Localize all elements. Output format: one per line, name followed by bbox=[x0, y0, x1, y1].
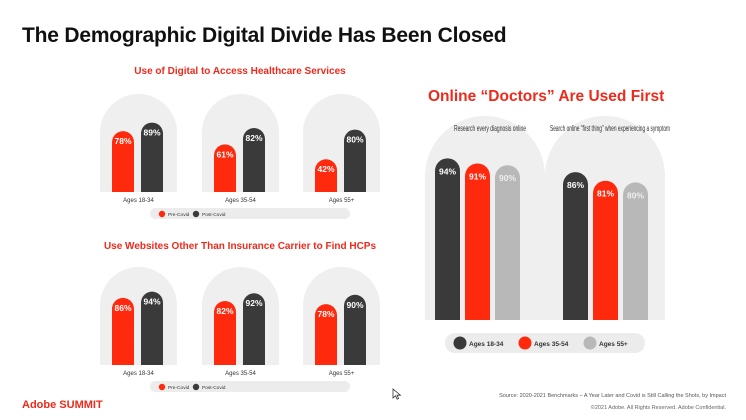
bar-value-label: 86% bbox=[114, 303, 131, 313]
right-chart-title: Online “Doctors” Are Used First bbox=[428, 88, 665, 105]
bar bbox=[243, 293, 265, 365]
bar-value-label: 91% bbox=[469, 171, 486, 181]
chart2-title: Use Websites Other Than Insurance Carrie… bbox=[103, 241, 377, 252]
bar-value-label: 78% bbox=[317, 309, 334, 319]
chart-find-hcps: 86% 94% Ages 18-34 82% 92% Ages 35-54 78% 90% Ag… bbox=[100, 267, 380, 392]
legend-label: Pre-Covid bbox=[168, 385, 190, 391]
bar bbox=[214, 301, 236, 365]
arch-background bbox=[202, 267, 279, 365]
page-title: The Demographic Digital Divide Has Been … bbox=[22, 24, 507, 47]
footer-source: Source: 2020-2021 Benchmarks – A Year La… bbox=[499, 393, 726, 399]
bar bbox=[465, 163, 490, 320]
legend-marker bbox=[158, 210, 166, 218]
category-label: Ages 35-54 bbox=[225, 198, 256, 204]
category-label: Ages 18-34 bbox=[123, 198, 154, 204]
legend-label: Post-Covid bbox=[202, 385, 226, 391]
chart-online-doctors: Research every diagnosis online 94% 91% 90%… bbox=[425, 116, 670, 353]
bar bbox=[112, 297, 134, 365]
bar-value-label: 81% bbox=[597, 189, 614, 199]
category-label: Ages 55+ bbox=[329, 198, 355, 204]
mouse-cursor-icon bbox=[392, 388, 402, 400]
legend-marker bbox=[192, 383, 200, 391]
bar bbox=[315, 159, 337, 192]
category-label: Research every diagnosis online bbox=[454, 124, 526, 133]
bar-value-label: 90% bbox=[499, 173, 516, 183]
footer-copyright: ©2021 Adobe. All Rights Reserved. Adobe … bbox=[590, 405, 726, 411]
bar-value-label: 61% bbox=[216, 149, 233, 159]
bar bbox=[344, 129, 366, 192]
bar-value-label: 80% bbox=[346, 135, 363, 145]
legend-bar bbox=[445, 333, 645, 353]
bar-value-label: 82% bbox=[216, 306, 233, 316]
arch-background bbox=[202, 94, 279, 192]
bar-value-label: 94% bbox=[143, 297, 160, 307]
bar bbox=[243, 128, 265, 192]
bar-value-label: 90% bbox=[346, 300, 363, 310]
legend-label: Post-Covid bbox=[202, 212, 226, 218]
chart-digital-healthcare: 78% 89% Ages 18-34 61% 82% Ages 35-54 42% 80% Ag… bbox=[100, 94, 380, 219]
bar bbox=[141, 122, 163, 192]
bar-value-label: 78% bbox=[114, 136, 131, 146]
bar bbox=[214, 144, 236, 192]
bar bbox=[563, 172, 588, 320]
legend-bar bbox=[150, 381, 350, 392]
legend-label: Ages 35-54 bbox=[534, 341, 569, 348]
legend-bar bbox=[150, 208, 350, 219]
bar bbox=[112, 131, 134, 192]
arch-background bbox=[100, 94, 177, 192]
legend-marker bbox=[158, 383, 166, 391]
arch-background bbox=[100, 267, 177, 365]
bar bbox=[593, 180, 618, 320]
arch-background bbox=[303, 94, 380, 192]
legend-marker bbox=[583, 336, 597, 350]
bar-value-label: 82% bbox=[245, 133, 262, 143]
category-label: Search online "first thing" when experie… bbox=[550, 124, 670, 133]
bar-value-label: 42% bbox=[317, 164, 334, 174]
bar bbox=[315, 304, 337, 365]
bar bbox=[344, 294, 366, 365]
bar-value-label: 89% bbox=[143, 128, 160, 138]
bar bbox=[435, 158, 460, 320]
legend-marker bbox=[192, 210, 200, 218]
legend-marker bbox=[453, 336, 467, 350]
bar-value-label: 94% bbox=[439, 166, 456, 176]
bar-value-label: 80% bbox=[627, 190, 644, 200]
category-label: Ages 55+ bbox=[329, 371, 355, 377]
bar-value-label: 92% bbox=[245, 298, 262, 308]
category-label: Ages 18-34 bbox=[123, 371, 154, 377]
chart1-title: Use of Digital to Access Healthcare Serv… bbox=[134, 66, 346, 77]
legend-label: Ages 55+ bbox=[599, 341, 628, 348]
category-label: Ages 35-54 bbox=[225, 371, 256, 377]
arch-background bbox=[303, 267, 380, 365]
legend-label: Pre-Covid bbox=[168, 212, 190, 218]
bar bbox=[623, 182, 648, 320]
bar bbox=[141, 291, 163, 365]
bar-value-label: 86% bbox=[567, 180, 584, 190]
legend-marker bbox=[518, 336, 532, 350]
legend-label: Ages 18-34 bbox=[469, 341, 504, 348]
bar bbox=[495, 165, 520, 320]
adobe-summit-logo: Adobe SUMMIT bbox=[22, 399, 103, 411]
